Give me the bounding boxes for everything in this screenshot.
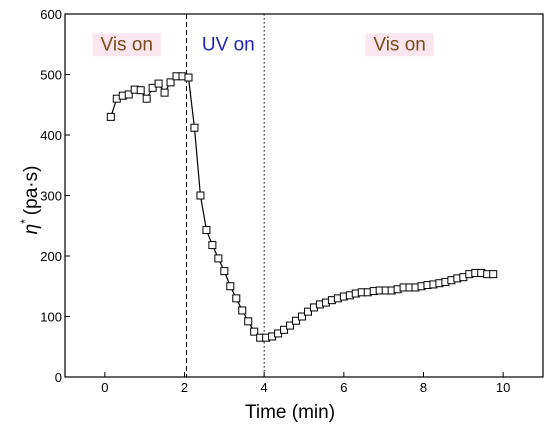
phase-label-bg <box>199 33 258 57</box>
data-point <box>232 294 241 303</box>
data-point <box>250 327 259 336</box>
data-point <box>154 79 163 88</box>
data-point <box>208 241 217 250</box>
data-point <box>220 267 229 276</box>
data-point <box>238 306 247 315</box>
data-point <box>196 191 205 200</box>
data-point <box>298 312 307 321</box>
data-point <box>160 88 169 97</box>
phase-label-bg <box>92 33 161 57</box>
data-point <box>286 321 295 330</box>
data-point <box>202 225 211 234</box>
y-tick-label: 300 <box>40 189 62 204</box>
data-point <box>244 317 253 326</box>
y-axis-superscript: * <box>18 219 32 224</box>
data-point <box>136 86 145 95</box>
data-point <box>142 94 151 103</box>
y-axis-unit: (pa·s) <box>21 166 42 216</box>
data-point <box>214 254 223 263</box>
data-point <box>124 90 133 99</box>
phase-label-bg <box>365 33 434 57</box>
y-tick-label: 500 <box>40 68 62 83</box>
x-tick-label: 4 <box>261 380 268 395</box>
y-tick-label: 600 <box>40 7 62 22</box>
data-point <box>106 112 115 121</box>
plot-frame <box>64 13 544 378</box>
x-tick-label: 8 <box>420 380 427 395</box>
x-tick-label: 6 <box>340 380 347 395</box>
y-tick-label: 400 <box>40 128 62 143</box>
data-point <box>280 325 289 334</box>
x-tick-label: 10 <box>496 380 510 395</box>
phase-label: Vis on <box>373 34 425 55</box>
data-point <box>489 270 498 279</box>
data-point <box>292 316 301 325</box>
series-line <box>110 75 494 339</box>
phase-label: Vis on <box>101 34 153 55</box>
y-axis-symbol: η <box>21 224 42 235</box>
x-axis-title: Time (min) <box>245 402 335 423</box>
y-tick-label: 100 <box>40 310 62 325</box>
data-point <box>166 78 175 87</box>
phase-label: UV on <box>202 34 255 55</box>
x-tick-label: 2 <box>181 380 188 395</box>
data-point <box>303 307 312 316</box>
data-point <box>226 282 235 291</box>
y-axis-title: η* (pa·s) <box>18 166 42 235</box>
y-tick-label: 200 <box>40 249 62 264</box>
x-tick-label: 0 <box>101 380 108 395</box>
data-point <box>148 83 157 92</box>
y-tick-label: 0 <box>55 370 62 385</box>
data-point <box>184 73 193 82</box>
data-point <box>190 123 199 132</box>
